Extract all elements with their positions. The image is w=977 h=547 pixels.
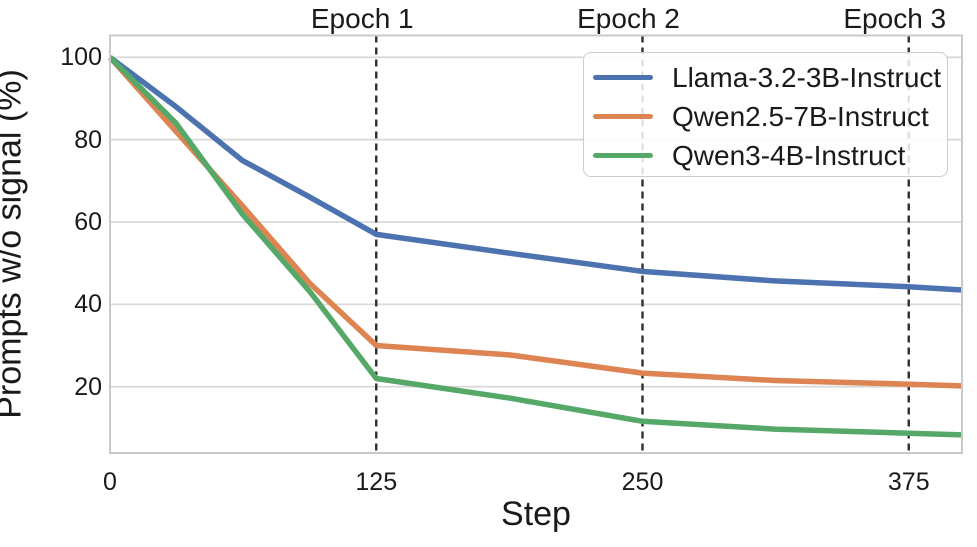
x-tick-label: 0 xyxy=(103,468,117,496)
y-tick-label: 20 xyxy=(74,372,102,401)
y-tick-label: 40 xyxy=(74,290,102,319)
epoch-annotation-3: Epoch 3 xyxy=(843,3,947,34)
x-tick-label: 375 xyxy=(887,468,930,496)
y-tick-label: 100 xyxy=(60,43,102,72)
epoch-annotation-2: Epoch 2 xyxy=(577,3,680,34)
epoch-lines xyxy=(375,35,910,453)
series-line xyxy=(108,55,963,438)
y-tick-label: 60 xyxy=(74,208,102,237)
x-tick-label: 250 xyxy=(621,468,664,496)
legend-label: Qwen2.5-7B-Instruct xyxy=(672,100,929,132)
legend: Llama-3.2-3B-Instruct Qwen2.5-7B-Instruc… xyxy=(583,52,948,177)
legend-swatch-line-icon xyxy=(593,113,653,120)
legend-entry: Qwen2.5-7B-Instruct xyxy=(593,97,947,136)
epoch-annotation-1: Epoch 1 xyxy=(310,3,414,34)
legend-entry: Llama-3.2-3B-Instruct xyxy=(593,58,947,97)
x-tick-label: 125 xyxy=(355,468,398,496)
plot-border xyxy=(109,34,963,454)
legend-label: Llama-3.2-3B-Instruct xyxy=(672,61,942,93)
legend-entry: Qwen3-4B-Instruct xyxy=(593,136,947,175)
legend-swatch-line-icon xyxy=(593,74,653,81)
series-lines xyxy=(107,55,963,438)
y-tick-label: 80 xyxy=(74,125,102,154)
legend-swatch-line-icon xyxy=(593,152,653,159)
y-axis-label: Prompts w/o signal (%) xyxy=(0,69,29,419)
series-line xyxy=(108,55,963,293)
x-axis-label: Step xyxy=(501,495,571,533)
legend-label: Qwen3-4B-Instruct xyxy=(672,139,906,171)
